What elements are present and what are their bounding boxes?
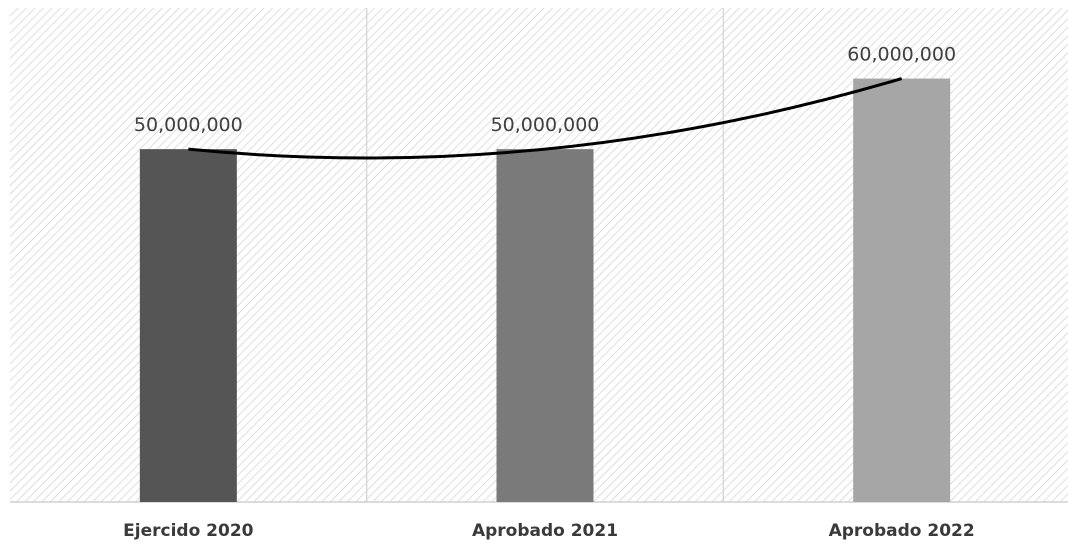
value-label-2: 50,000,000 xyxy=(491,114,600,136)
value-label-3: 60,000,000 xyxy=(847,44,956,66)
category-label-1: Ejercido 2020 xyxy=(123,521,254,541)
value-label-1: 50,000,000 xyxy=(134,114,243,136)
value-labels: 50,000,000 50,000,000 60,000,000 xyxy=(134,44,956,137)
bar-3 xyxy=(853,78,951,503)
trendline xyxy=(188,77,903,160)
category-label-3: Aprobado 2022 xyxy=(829,521,975,541)
bar-2 xyxy=(496,149,594,502)
category-labels: Ejercido 2020 Aprobado 2021 Aprobado 2022 xyxy=(123,521,975,541)
category-label-2: Aprobado 2021 xyxy=(472,521,618,541)
category-dividers xyxy=(365,8,725,502)
bar-1 xyxy=(139,149,237,502)
bar-series xyxy=(139,78,951,503)
